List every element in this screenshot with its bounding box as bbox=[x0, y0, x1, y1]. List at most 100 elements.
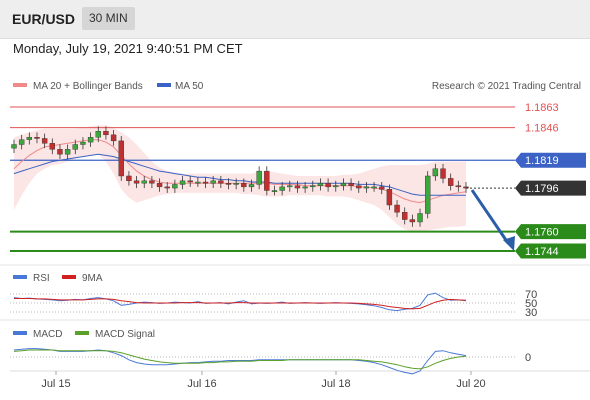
candle-body bbox=[302, 186, 308, 189]
candle-body bbox=[379, 186, 385, 190]
chart-header: EUR/USD 30 MIN bbox=[0, 0, 590, 39]
candle bbox=[80, 137, 86, 150]
candle-body bbox=[432, 168, 439, 177]
signal-legend-swatch bbox=[75, 331, 89, 335]
candle bbox=[356, 180, 362, 193]
candle-body bbox=[156, 183, 163, 188]
candle bbox=[348, 178, 354, 191]
candle bbox=[49, 138, 56, 155]
resistance-label-2: 1.1846 bbox=[525, 123, 559, 135]
macd-zero-label: 0 bbox=[525, 352, 531, 364]
candle bbox=[133, 175, 140, 189]
candle bbox=[447, 173, 454, 191]
candle bbox=[149, 175, 155, 189]
current-price-label: 1.1796 bbox=[525, 183, 559, 195]
candle-body bbox=[149, 180, 155, 184]
candle-body bbox=[110, 134, 117, 142]
candle bbox=[409, 214, 416, 227]
candle bbox=[394, 200, 400, 218]
candle bbox=[241, 178, 247, 192]
candle-body bbox=[424, 175, 431, 214]
candle bbox=[325, 178, 331, 192]
pivot-label: 1.1819 bbox=[525, 155, 559, 167]
candle-body bbox=[126, 175, 132, 182]
candle bbox=[424, 171, 431, 219]
candle-body bbox=[141, 180, 147, 184]
candle bbox=[417, 208, 423, 227]
candle bbox=[379, 182, 385, 195]
candle-body bbox=[87, 137, 94, 143]
candle bbox=[164, 182, 170, 193]
support-label-1-box bbox=[515, 224, 586, 240]
candle-body bbox=[310, 185, 316, 188]
candle-body bbox=[271, 190, 278, 192]
candle-body bbox=[218, 180, 224, 184]
candle-body bbox=[233, 183, 239, 185]
rsi-ma-legend-swatch bbox=[62, 275, 76, 279]
candle-body bbox=[325, 183, 331, 188]
ma50-legend-swatch bbox=[157, 83, 171, 87]
support-label-2-box bbox=[515, 243, 586, 259]
ma50-line bbox=[13, 153, 466, 196]
forecast-arrow-head bbox=[503, 236, 515, 251]
candle bbox=[26, 132, 33, 145]
candle bbox=[455, 180, 462, 192]
candle bbox=[64, 144, 71, 160]
candle-body bbox=[57, 149, 63, 155]
candle bbox=[103, 126, 109, 140]
candle-body bbox=[317, 183, 324, 186]
candle bbox=[172, 179, 178, 193]
rsi-legend-label: RSI bbox=[33, 273, 50, 284]
candle bbox=[287, 180, 293, 192]
candle bbox=[57, 144, 63, 160]
current-price-label-box bbox=[515, 180, 586, 196]
candle bbox=[156, 178, 163, 192]
signal-legend-label: MACD Signal bbox=[95, 329, 155, 340]
candle bbox=[333, 180, 339, 192]
candle-body bbox=[409, 219, 416, 223]
rsi-ma-legend-label: 9MA bbox=[82, 273, 103, 284]
candle-body bbox=[187, 180, 193, 183]
candle-body bbox=[287, 185, 293, 188]
candle-body bbox=[256, 170, 262, 185]
candle bbox=[95, 126, 101, 143]
x-tick-label: Jul 16 bbox=[187, 378, 216, 390]
candle bbox=[179, 175, 186, 190]
x-tick-label: Jul 18 bbox=[321, 378, 350, 390]
rsi-level-label: 70 bbox=[525, 289, 537, 301]
candle bbox=[432, 163, 439, 181]
candle-body bbox=[356, 185, 362, 189]
candle-body bbox=[279, 186, 285, 191]
timeframe-button[interactable]: 30 MIN bbox=[82, 7, 135, 30]
candle-body bbox=[95, 131, 101, 138]
candle bbox=[363, 182, 370, 193]
candle bbox=[87, 132, 94, 147]
candle-body bbox=[179, 180, 186, 185]
candle-body bbox=[26, 137, 33, 140]
candle-body bbox=[164, 186, 170, 189]
candle bbox=[386, 184, 393, 210]
candle-body bbox=[41, 138, 48, 144]
rsi-line bbox=[13, 292, 467, 312]
candle-body bbox=[202, 181, 209, 184]
candle bbox=[11, 139, 17, 153]
candle-body bbox=[333, 185, 339, 188]
candle-body bbox=[294, 185, 301, 189]
candle bbox=[72, 139, 78, 155]
candle bbox=[256, 166, 262, 190]
datetime-label: Monday, July 19, 2021 9:40:51 PM CET bbox=[13, 41, 243, 56]
candle-body bbox=[225, 183, 232, 185]
candle-body bbox=[118, 140, 124, 177]
candle bbox=[317, 178, 324, 191]
candle bbox=[18, 134, 25, 150]
candle-body bbox=[394, 204, 400, 213]
candle bbox=[187, 175, 193, 187]
bollinger-band bbox=[14, 125, 466, 232]
rsi-legend-swatch bbox=[13, 275, 27, 279]
macd-legend-label: MACD bbox=[33, 329, 62, 340]
bb-legend-label: MA 20 + Bollinger Bands bbox=[33, 81, 143, 92]
candle bbox=[271, 185, 278, 196]
macd-legend-swatch bbox=[13, 331, 27, 335]
support-label-2: 1.1744 bbox=[525, 246, 559, 258]
